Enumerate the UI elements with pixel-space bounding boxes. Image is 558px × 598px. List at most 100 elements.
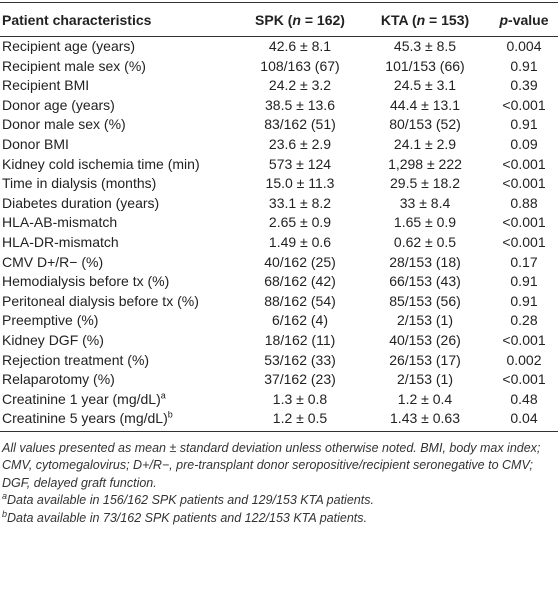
- cell-text: 573 ± 124: [268, 155, 332, 172]
- header-cell: KTA (n = 153): [360, 2, 490, 37]
- cell-text: Hemodialysis before tx (%): [2, 273, 170, 290]
- table-row: CMV D+/R− (%) 40/162 (25) 28/153 (18) 0.17: [0, 253, 558, 273]
- cell: 33.1 ± 8.2: [240, 194, 360, 214]
- cell-text: 29.5 ± 18.2: [390, 175, 460, 192]
- cell-text: 15.0 ± 11.3: [265, 175, 335, 192]
- cell-text: 2/153 (1): [396, 312, 454, 329]
- cell: 0.17: [490, 253, 558, 273]
- table-row: Time in dialysis (months) 15.0 ± 11.3 29.5…: [0, 174, 558, 194]
- table-row: Preemptive (%) 6/162 (4) 2/153 (1) 0.28: [0, 311, 558, 331]
- table-row: Donor male sex (%) 83/162 (51) 80/153 (52)…: [0, 115, 558, 135]
- cell-text: 0.91: [510, 57, 538, 74]
- cell-text: <0.001: [502, 155, 546, 172]
- cell-text: 0.62 ± 0.5: [393, 233, 457, 250]
- header-row: Patient characteristics SPK (n = 162) KTA …: [0, 2, 558, 37]
- table-row: Recipient BMI 24.2 ± 3.2 24.5 ± 3.1 0.39: [0, 76, 558, 96]
- cell-text: 0.91: [510, 116, 538, 133]
- table-row: Peritoneal dialysis before tx (%) 88/162 …: [0, 292, 558, 312]
- footnote: aData available in 156/162 SPK patients …: [2, 492, 556, 510]
- cell-text: Relaparotomy (%): [2, 371, 115, 388]
- cell-text: 24.1 ± 2.9: [393, 135, 457, 152]
- cell-text: 0.91: [510, 273, 538, 290]
- cell-text: 85/153 (56): [389, 292, 461, 309]
- cell-text: <0.001: [502, 331, 546, 348]
- row-label: Donor male sex (%): [0, 115, 240, 135]
- cell: 0.09: [490, 135, 558, 155]
- cell: 1,298 ± 222: [360, 155, 490, 175]
- cell-text: 0.002: [506, 351, 542, 368]
- cell-text: Kidney cold ischemia time (min): [2, 155, 200, 172]
- cell: 0.39: [490, 76, 558, 96]
- cell-text: 24.5 ± 3.1: [393, 77, 457, 94]
- cell-text: HLA-DR-mismatch: [2, 233, 119, 250]
- header-cell: SPK (n = 162): [240, 2, 360, 37]
- table-row: Creatinine 5 years (mg/dL)b 1.2 ± 0.5 1.43…: [0, 409, 558, 432]
- cell-text: 0.004: [506, 38, 542, 54]
- cell-text: 0.17: [510, 253, 538, 270]
- row-label: CMV D+/R− (%): [0, 253, 240, 273]
- cell-text: 6/162 (4): [271, 312, 329, 329]
- footnote-text: Data available in 156/162 SPK patients a…: [7, 493, 374, 508]
- cell-text: <0.001: [502, 96, 546, 113]
- cell: 42.6 ± 8.1: [240, 37, 360, 57]
- row-label: Donor BMI: [0, 135, 240, 155]
- row-label: Diabetes duration (years): [0, 194, 240, 214]
- cell-text: Diabetes duration (years): [2, 194, 160, 211]
- table-row: Recipient age (years) 42.6 ± 8.1 45.3 ± 8.…: [0, 37, 558, 57]
- cell-text: 26/153 (17): [389, 351, 461, 368]
- footnote: bData available in 73/162 SPK patients a…: [2, 508, 556, 528]
- header-text: SPK (: [255, 11, 293, 28]
- footnote-text: Data available in 73/162 SPK patients an…: [7, 510, 367, 525]
- cell: 37/162 (23): [240, 370, 360, 390]
- cell-text: <0.001: [502, 175, 546, 192]
- cell-text: 0.39: [510, 77, 538, 94]
- cell-text: Recipient age (years): [2, 38, 136, 54]
- cell: <0.001: [490, 331, 558, 351]
- cell: 0.004: [490, 37, 558, 57]
- table-row: Kidney DGF (%) 18/162 (11) 40/153 (26) <0.0…: [0, 331, 558, 351]
- row-label: Rejection treatment (%): [0, 351, 240, 371]
- cell: 88/162 (54): [240, 292, 360, 312]
- cell: 108/163 (67): [240, 57, 360, 77]
- cell-text: 0.09: [510, 135, 538, 152]
- cell: 80/153 (52): [360, 115, 490, 135]
- cell-text: Creatinine 5 years (mg/dL): [2, 410, 168, 427]
- cell: 18/162 (11): [240, 331, 360, 351]
- cell-text: Recipient male sex (%): [2, 57, 146, 74]
- header-text: -value: [508, 11, 549, 28]
- cell: 28/153 (18): [360, 253, 490, 273]
- cell-text: 88/162 (54): [264, 292, 336, 309]
- cell-text: 33 ± 8.4: [399, 194, 451, 211]
- table-row: Diabetes duration (years) 33.1 ± 8.2 33 ± …: [0, 194, 558, 214]
- header-text: KTA (: [380, 11, 417, 28]
- cell-text: 24.2 ± 3.2: [268, 77, 332, 94]
- row-label: Creatinine 5 years (mg/dL)b: [0, 409, 240, 432]
- cell-text: 1.2 ± 0.4: [397, 390, 453, 407]
- cell-text: 1.3 ± 0.8: [272, 390, 328, 407]
- cell-text: 45.3 ± 8.5: [393, 38, 457, 54]
- cell-text: 0.04: [510, 410, 538, 427]
- header-text: n: [416, 11, 426, 28]
- table-row: Hemodialysis before tx (%) 68/162 (42) 66/…: [0, 272, 558, 292]
- cell: 1.65 ± 0.9: [360, 213, 490, 233]
- cell: 23.6 ± 2.9: [240, 135, 360, 155]
- cell: 24.5 ± 3.1: [360, 76, 490, 96]
- cell-text: 23.6 ± 2.9: [268, 135, 332, 152]
- table-row: HLA-DR-mismatch 1.49 ± 0.6 0.62 ± 0.5 <0.00…: [0, 233, 558, 253]
- table-row: Relaparotomy (%) 37/162 (23) 2/153 (1) <0.0…: [0, 370, 558, 390]
- cell: 24.2 ± 3.2: [240, 76, 360, 96]
- cell-text: 37/162 (23): [264, 371, 336, 388]
- footnote-marker: a: [2, 491, 8, 502]
- cell: 0.28: [490, 311, 558, 331]
- table-row: HLA-AB-mismatch 2.65 ± 0.9 1.65 ± 0.9 <0.00…: [0, 213, 558, 233]
- footnote-marker: b: [2, 508, 8, 519]
- cell-text: 1.49 ± 0.6: [268, 233, 332, 250]
- cell: 24.1 ± 2.9: [360, 135, 490, 155]
- cell-text: 38.5 ± 13.6: [265, 96, 335, 113]
- cell-text: HLA-AB-mismatch: [2, 214, 118, 231]
- cell: <0.001: [490, 174, 558, 194]
- cell-text: <0.001: [502, 214, 546, 231]
- cell: 2/153 (1): [360, 370, 490, 390]
- cell: 0.91: [490, 272, 558, 292]
